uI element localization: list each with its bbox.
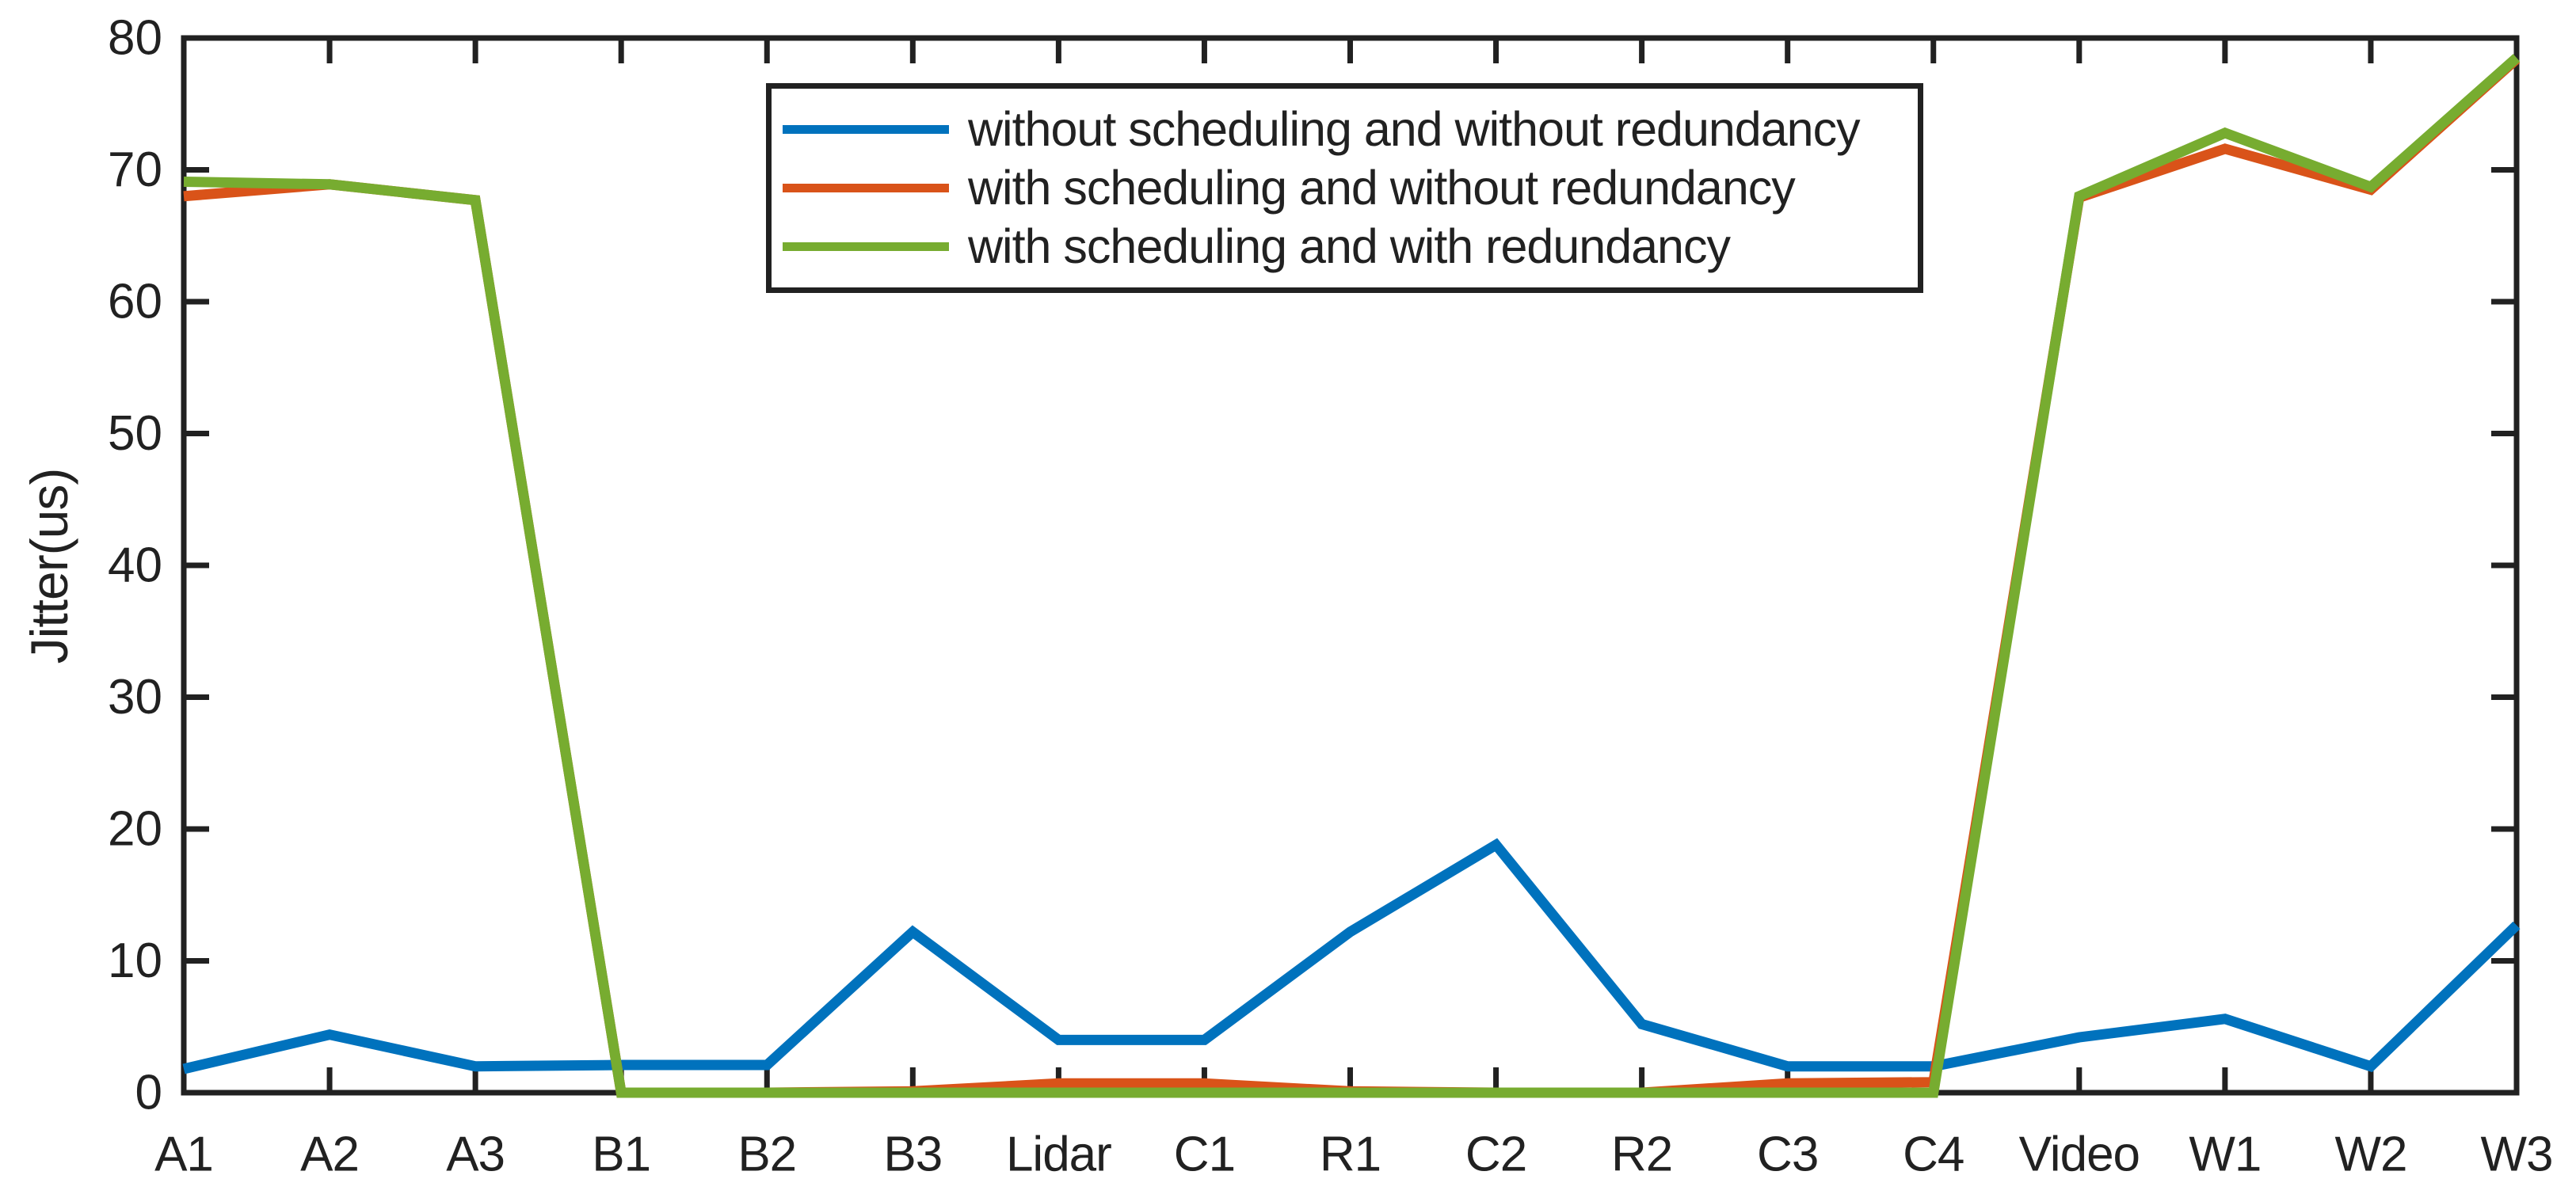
legend-label: with scheduling and with redundancy	[968, 219, 1731, 274]
legend-swatch-green-line	[783, 242, 949, 252]
y-axis-title: Jitter(us)	[20, 468, 78, 664]
y-tick-label: 50	[108, 406, 162, 461]
x-tick-label: C1	[1174, 1128, 1235, 1182]
series-line-without-scheduling-and-without-redundancy	[182, 838, 2521, 1074]
y-tick-label: 40	[108, 538, 162, 593]
x-tick-label: A3	[446, 1128, 505, 1182]
legend-row: with scheduling and with redundancy	[783, 222, 1910, 272]
x-tick-label: R1	[1320, 1128, 1381, 1182]
y-tick-label: 70	[108, 143, 162, 197]
x-tick-label: C3	[1757, 1128, 1818, 1182]
x-tick-label: W1	[2189, 1128, 2261, 1182]
x-tick-label: W2	[2334, 1128, 2406, 1182]
y-tick-label: 0	[135, 1066, 162, 1120]
legend-row: with scheduling and without redundancy	[783, 162, 1910, 213]
y-tick-label: 30	[108, 670, 162, 725]
legend-row: without scheduling and without redundanc…	[783, 104, 1910, 154]
x-tick-label: Lidar	[1006, 1128, 1111, 1182]
legend-label: without scheduling and without redundanc…	[968, 101, 1861, 156]
x-tick-label: W3	[2481, 1128, 2553, 1182]
x-tick-label: A1	[154, 1128, 213, 1182]
legend-swatch-blue-line	[783, 124, 949, 134]
y-tick-label: 60	[108, 275, 162, 329]
x-tick-label: A2	[300, 1128, 359, 1182]
legend-label: with scheduling and without redundancy	[968, 160, 1796, 215]
x-tick-label: B1	[592, 1128, 650, 1182]
x-tick-label: R2	[1611, 1128, 1672, 1182]
x-tick-label: B2	[737, 1128, 796, 1182]
x-tick-label: B3	[883, 1128, 942, 1182]
x-tick-label: Video	[2019, 1128, 2140, 1182]
x-tick-label: C2	[1465, 1128, 1526, 1182]
series-line-with-scheduling-and-with-redundancy	[183, 54, 2521, 1098]
y-tick-label: 20	[108, 802, 162, 857]
y-tick-label: 10	[108, 934, 162, 988]
y-tick-label: 80	[108, 11, 162, 66]
legend-box: without scheduling and without redundanc…	[766, 83, 1923, 293]
x-tick-label: C4	[1903, 1128, 1964, 1182]
legend-swatch-orange-line	[783, 183, 949, 192]
